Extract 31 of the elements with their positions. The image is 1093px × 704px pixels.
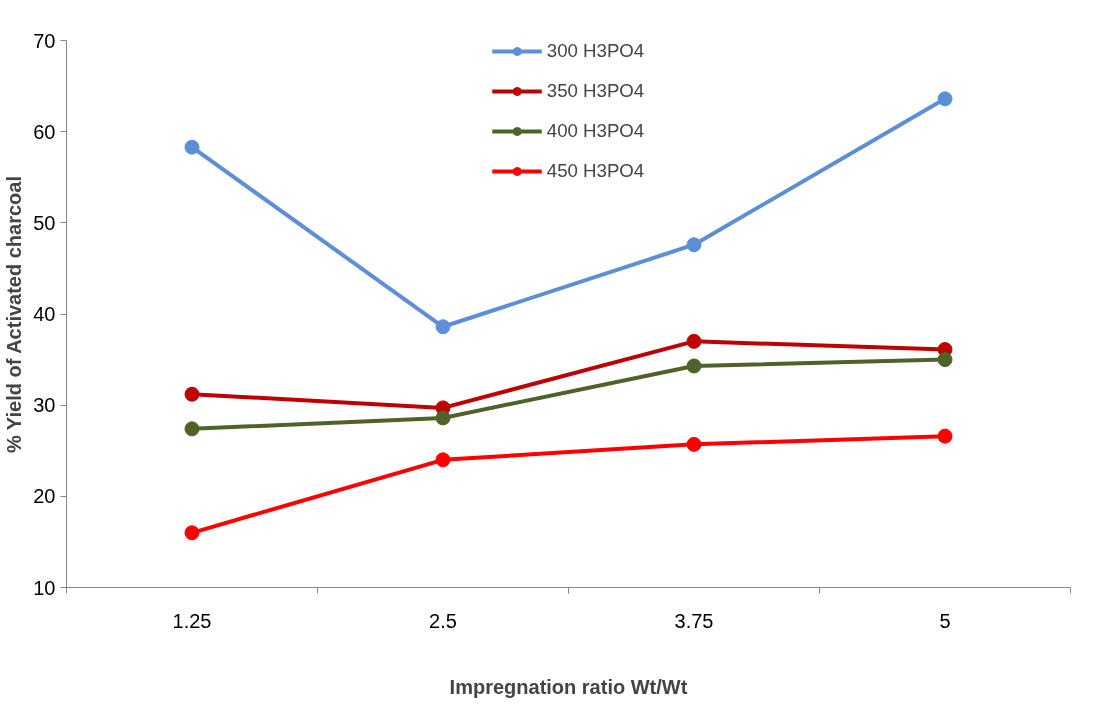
point xyxy=(686,358,702,374)
x-axis-title: Impregnation ratio Wt/Wt xyxy=(449,675,688,698)
point xyxy=(435,452,451,468)
point xyxy=(184,525,200,541)
point xyxy=(937,352,953,368)
point xyxy=(937,428,953,444)
point xyxy=(686,237,702,253)
legend-label: 350 H3PO4 xyxy=(546,80,645,102)
y-tick-label: 20 xyxy=(33,485,56,508)
x-tick-label: 2.5 xyxy=(429,609,457,632)
point xyxy=(435,410,451,426)
x-tick-label: 1.25 xyxy=(172,609,212,632)
legend-label: 400 H3PO4 xyxy=(546,120,645,142)
point xyxy=(937,91,953,107)
legend-label: 450 H3PO4 xyxy=(546,160,645,182)
point xyxy=(686,436,702,452)
point xyxy=(184,139,200,155)
point xyxy=(686,333,702,349)
y-tick-label: 70 xyxy=(33,29,56,52)
y-tick-label: 30 xyxy=(33,394,56,417)
point xyxy=(435,319,451,335)
x-tick-label: 3.75 xyxy=(674,609,714,632)
y-tick-label: 50 xyxy=(33,211,56,234)
y-tick-label: 60 xyxy=(33,120,56,143)
y-tick-label: 40 xyxy=(33,303,56,325)
x-tick-label: 5 xyxy=(939,609,951,632)
point xyxy=(184,421,200,437)
point xyxy=(184,386,200,402)
y-tick-label: 10 xyxy=(33,576,56,599)
y-axis-title: % Yield of Activated charcoal xyxy=(3,175,26,454)
legend-label: 300 H3PO4 xyxy=(546,40,645,62)
